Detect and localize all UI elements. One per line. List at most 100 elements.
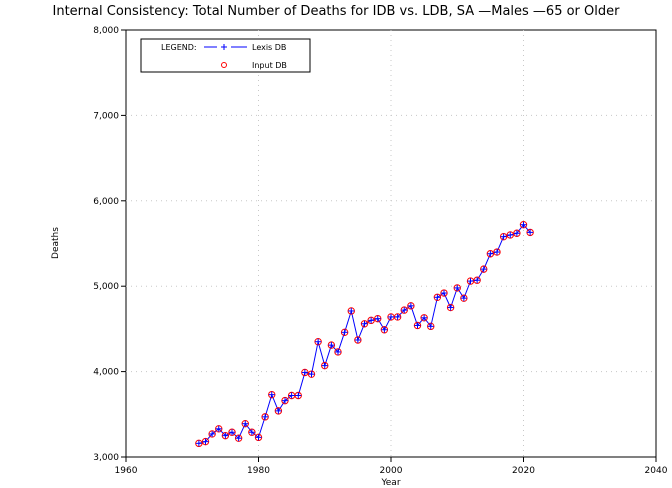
legend-entry-lexis: Lexis DB — [252, 43, 286, 52]
data-point-lexis-db — [348, 307, 355, 314]
data-point-input-db — [433, 293, 442, 302]
x-tick-label: 2000 — [380, 466, 403, 476]
data-point-input-db — [420, 314, 428, 322]
y-tick-label: 7,000 — [93, 111, 119, 121]
data-point-input-db — [215, 425, 223, 433]
data-point-lexis-db — [242, 420, 249, 427]
data-point-lexis-db — [295, 392, 302, 399]
data-point-input-db — [248, 428, 256, 436]
data-point-lexis-db — [301, 369, 308, 376]
data-point-input-db — [354, 336, 362, 344]
data-point-input-db — [221, 431, 230, 440]
axes: 3,000 4,000 5,000 6,000 7,000 8,000 1960 1980 20… — [93, 26, 667, 476]
data-point-input-db — [453, 284, 461, 292]
data-point-lexis-db — [368, 317, 375, 324]
data-point-lexis-db — [467, 278, 474, 285]
data-point-lexis-db — [361, 320, 368, 327]
data-point-lexis-db — [487, 250, 494, 257]
data-point-lexis-db — [520, 221, 527, 228]
data-point-input-db — [380, 326, 389, 334]
data-point-input-db — [526, 228, 534, 237]
data-point-lexis-db — [288, 392, 295, 399]
data-point-input-db — [519, 221, 528, 229]
chart-title: Internal Consistency: Total Number of De… — [53, 4, 621, 19]
data-point-input-db — [473, 276, 481, 284]
data-point-lexis-db — [222, 432, 229, 439]
data-point-lexis-db — [255, 434, 262, 441]
y-axis-label: Deaths — [51, 227, 61, 259]
data-point-input-db — [340, 328, 349, 337]
data-point-input-db — [400, 306, 408, 314]
data-point-input-db — [367, 316, 375, 325]
data-point-lexis-db — [341, 329, 348, 336]
data-point-lexis-db — [215, 425, 222, 432]
data-point-lexis-db — [209, 430, 216, 437]
legend: LEGEND: Lexis DB Input DB — [140, 38, 311, 73]
data-point-input-db — [334, 348, 342, 356]
data-point-input-db — [440, 289, 448, 297]
data-point-lexis-db — [427, 323, 434, 330]
data-point-input-db — [261, 413, 269, 421]
data-point-input-db — [446, 303, 455, 312]
data-point-lexis-db — [202, 438, 209, 445]
data-point-lexis-db — [195, 440, 202, 447]
data-point-lexis-db — [447, 304, 454, 311]
data-point-input-db — [480, 265, 488, 273]
data-point-lexis-db — [229, 429, 235, 436]
legend-marker-input — [221, 62, 227, 68]
data-point-lexis-db — [507, 231, 514, 238]
data-point-lexis-db — [454, 284, 461, 291]
legend-entry-input: Input DB — [252, 61, 287, 70]
data-point-input-db — [241, 419, 249, 428]
x-tick-label: 2040 — [645, 466, 668, 476]
data-point-input-db — [486, 250, 495, 258]
data-point-input-db — [307, 370, 316, 378]
data-point-input-db — [254, 433, 263, 442]
data-point-input-db — [513, 229, 521, 237]
y-tick-label: 5,000 — [93, 282, 119, 292]
data-point-lexis-db — [401, 307, 408, 314]
data-point-lexis-db — [321, 362, 328, 369]
data-point-input-db — [407, 302, 415, 310]
data-point-input-db — [201, 437, 210, 446]
data-point-input-db — [281, 396, 289, 405]
data-point-lexis-db — [513, 230, 520, 237]
grid-lines — [126, 30, 656, 457]
data-point-lexis-db — [527, 229, 534, 236]
data-point-lexis-db — [494, 249, 500, 256]
y-tick-label: 8,000 — [93, 26, 119, 36]
data-point-lexis-db — [500, 233, 507, 240]
data-point-lexis-db — [282, 397, 288, 404]
data-point-lexis-db — [328, 342, 335, 349]
data-point-input-db — [427, 322, 435, 331]
data-point-input-db — [499, 232, 508, 241]
data-point-lexis-db — [460, 295, 467, 302]
data-point-lexis-db — [407, 302, 414, 309]
x-tick-label: 1960 — [115, 466, 138, 476]
data-point-lexis-db — [474, 277, 481, 284]
data-point-input-db — [208, 430, 216, 438]
data-point-lexis-db — [262, 413, 269, 420]
data-point-input-db — [195, 439, 203, 448]
data-point-input-db — [460, 294, 468, 302]
data-point-lexis-db — [388, 313, 394, 320]
x-axis-label: Year — [380, 478, 400, 488]
data-point-input-db — [294, 391, 302, 400]
data-point-lexis-db — [268, 391, 275, 398]
data-point-input-db — [234, 434, 243, 442]
x-tick-label: 1980 — [247, 466, 270, 476]
data-point-input-db — [360, 320, 369, 328]
data-point-lexis-db — [275, 407, 282, 414]
data-point-lexis-db — [441, 290, 447, 297]
data-point-lexis-db — [374, 315, 381, 322]
data-point-lexis-db — [434, 294, 441, 301]
data-point-lexis-db — [235, 435, 242, 442]
data-point-lexis-db — [414, 322, 421, 329]
y-tick-label: 3,000 — [93, 453, 119, 463]
data-point-lexis-db — [335, 348, 341, 355]
x-tick-label: 2020 — [512, 466, 535, 476]
y-tick-label: 4,000 — [93, 368, 119, 378]
plot-area — [125, 29, 657, 458]
data-point-lexis-db — [381, 326, 388, 333]
